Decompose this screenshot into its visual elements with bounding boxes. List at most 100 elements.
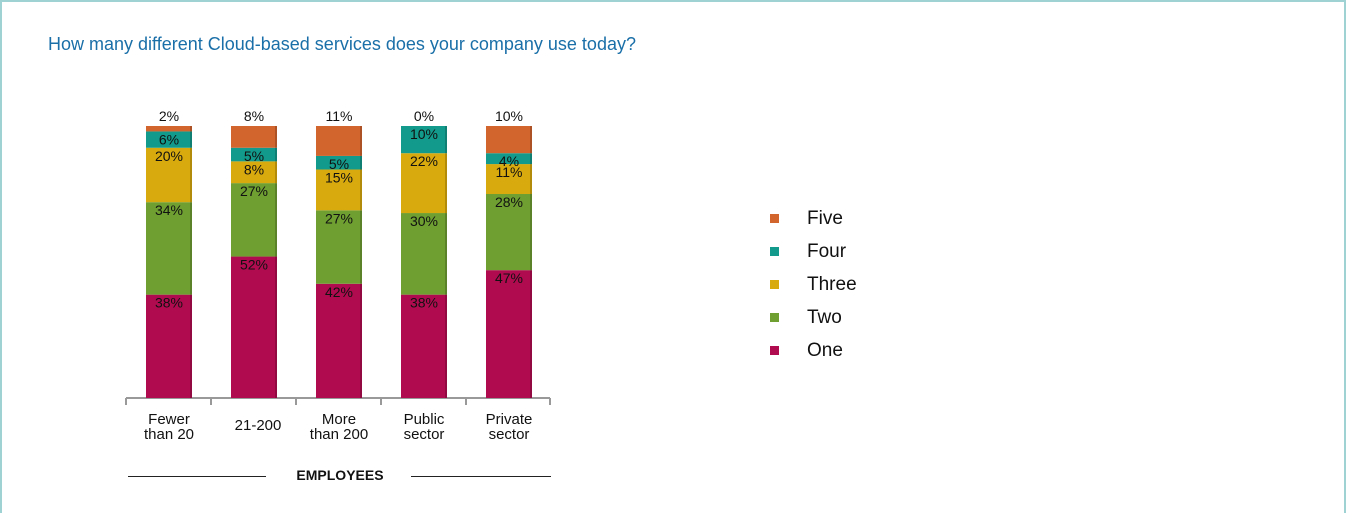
legend-item-three: Three [770,268,857,301]
data-label-five: 11% [326,108,353,124]
data-label-three: 15% [325,170,353,186]
data-label-four: 6% [159,131,179,147]
bar-edge [190,202,192,295]
bar-edge [445,213,447,295]
legend-label-one: One [807,339,843,361]
bar-segment-three [231,161,277,184]
bar-edge [445,294,447,398]
data-label-two: 27% [325,210,353,226]
bar-segment-three [316,169,362,211]
employees-rule-right [411,476,551,477]
legend-swatch-two [770,313,779,322]
bar-edge [275,183,277,257]
bar-segment-five [486,126,532,154]
bar-edge [445,153,447,214]
bar-edge [360,126,362,156]
data-label-two: 27% [240,183,268,199]
legend-item-four: Four [770,235,857,268]
bar-edge [275,256,277,398]
category-label: Public [404,411,445,428]
legend-item-one: One [770,334,857,367]
data-label-five: 8% [244,108,264,124]
bar-segment-four [231,147,277,162]
data-labels: 38%34%20%6%2%52%27%8%5%8%42%27%15%5%11%3… [155,108,523,311]
bar-segment-three [401,153,447,214]
legend-swatch-five [770,214,779,223]
legend-label-four: Four [807,240,847,262]
bar-segment-four [316,155,362,170]
data-label-two: 30% [410,213,438,229]
bar-edge [190,126,192,132]
data-label-two: 28% [495,194,523,210]
bar-edge [445,126,447,154]
bar-segment-one [146,294,192,398]
bar-segment-three [146,147,192,203]
category-label: than 20 [144,426,194,443]
legend-item-two: Two [770,301,857,334]
bar-edge [360,155,362,170]
legend-label-three: Three [807,273,857,295]
bar-edge [190,147,192,203]
bar-edge [360,169,362,211]
bar-segment-one [401,294,447,398]
bar-edge [275,147,277,162]
data-label-five: 0% [414,108,434,124]
bar-segment-four [486,153,532,165]
bar-segment-two [401,213,447,295]
bar-edge [530,153,532,165]
bar-segment-one [231,256,277,398]
data-label-five: 10% [495,108,523,124]
data-label-four: 4% [499,153,519,169]
bar-edge [530,270,532,398]
chart-title: How many different Cloud-based services … [48,34,636,54]
category-label: 21-200 [235,417,282,434]
bar-segment-two [486,194,532,271]
bar-segment-five [146,126,192,132]
data-label-four: 5% [244,148,264,164]
bar-edge [530,194,532,271]
data-label-four: 10% [410,126,438,142]
data-label-one: 38% [410,295,438,311]
x-axis [125,397,551,405]
bar-segment-three [486,164,532,194]
bar-segment-one [486,270,532,398]
category-label: sector [404,426,445,443]
data-label-one: 38% [155,295,183,311]
legend-swatch-one [770,346,779,355]
category-label: Fewer [148,411,190,428]
data-label-one: 47% [495,270,523,286]
bar-segment-two [146,202,192,295]
bar-edge [190,294,192,398]
bar-edge [190,131,192,148]
data-label-one: 52% [240,257,268,273]
bar-edge [530,126,532,154]
data-label-two: 34% [155,202,183,218]
legend-swatch-three [770,280,779,289]
legend-label-five: Five [807,207,843,229]
bar-segment-one [316,283,362,398]
employees-rule-left [128,476,266,477]
bar-edge [530,164,532,194]
bar-segment-two [231,183,277,257]
legend-item-five: Five [770,202,857,235]
bar-segment-four [146,131,192,148]
bar-segment-two [316,210,362,284]
bar-segment-four [401,126,447,154]
bar-segment-five [316,126,362,156]
legend: Five Four Three Two One [770,202,857,367]
legend-swatch-four [770,247,779,256]
bar-segment-five [231,126,277,148]
category-label: More [322,411,356,428]
data-label-three: 11% [496,164,523,180]
bar-edge [275,161,277,184]
employees-label: EMPLOYEES [296,467,384,483]
data-label-three: 8% [244,161,264,177]
bar-edge [275,126,277,148]
bar-edge [360,283,362,398]
data-label-three: 22% [410,153,438,169]
bar-edge [360,210,362,284]
data-label-four: 5% [329,156,349,172]
